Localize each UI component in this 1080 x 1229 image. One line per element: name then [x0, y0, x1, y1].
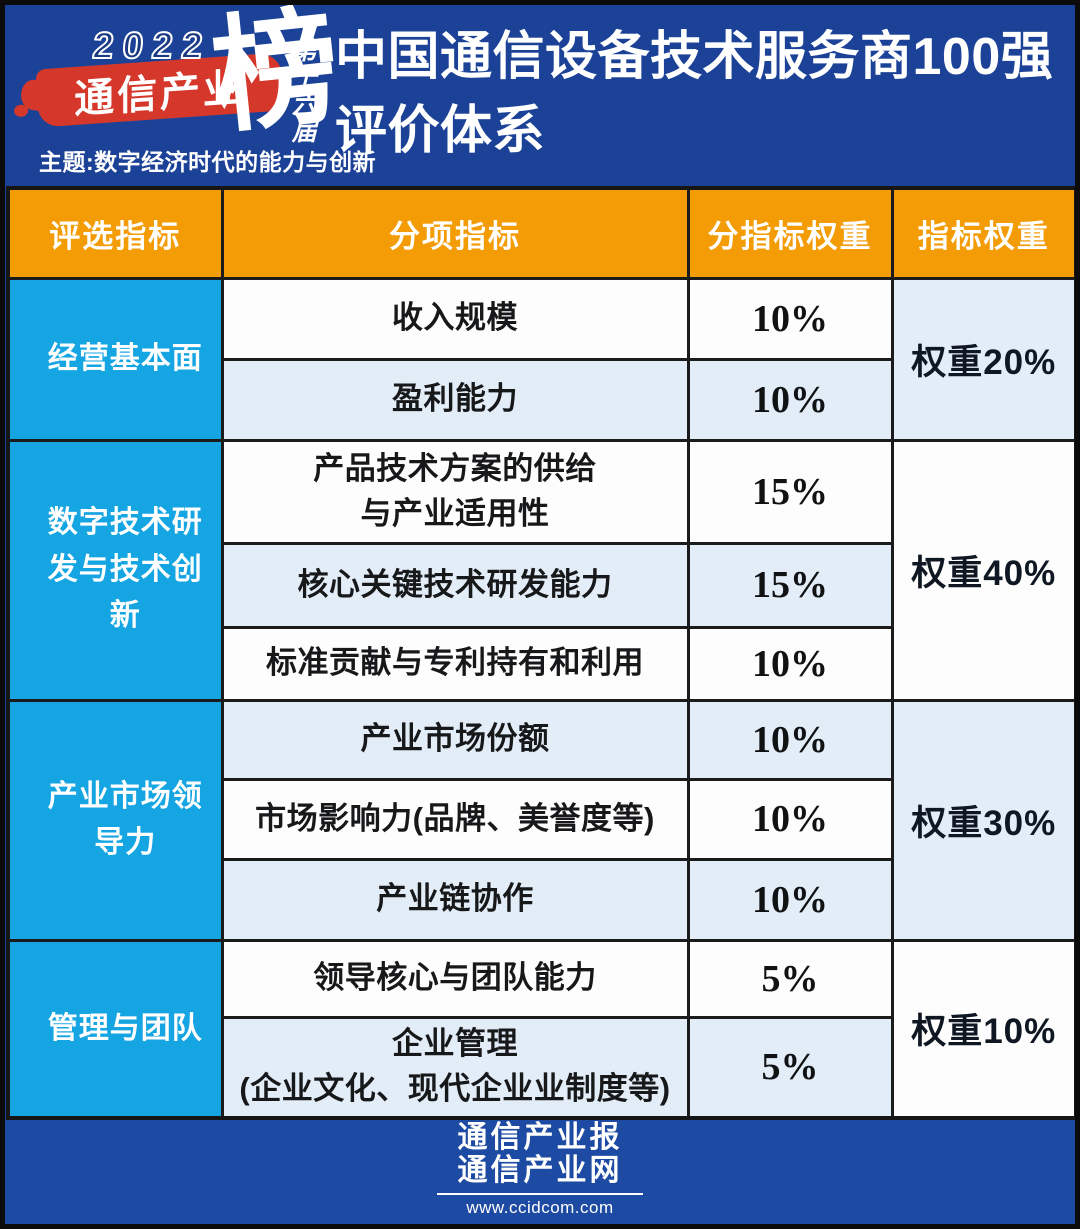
- group-label-cell: 管理与团队: [6, 938, 224, 1120]
- column-header-sub-weight: 分指标权重: [686, 186, 894, 280]
- sub-indicator-cell: 产业链协作: [220, 857, 690, 942]
- page-title-line1: 中国通信设备技术服务商100强: [335, 28, 1054, 86]
- logo-year: 2022: [90, 24, 215, 67]
- logo-theme: 主题:数字经济时代的能力与创新: [39, 149, 377, 175]
- footer-divider: [437, 1193, 643, 1195]
- total-weight-cell: 权重10%: [890, 938, 1075, 1120]
- table-row: 核心关键技术研发能力 15%: [8, 541, 1075, 629]
- sub-weight-cell: 10%: [686, 777, 894, 861]
- table-header-row: 评选指标 分项指标 分指标权重 指标权重: [6, 186, 1075, 280]
- page-title-line2: 评价体系: [335, 101, 546, 160]
- sub-indicator-cell: 产业市场份额: [220, 698, 690, 781]
- sub-weight-cell: 10%: [686, 857, 894, 942]
- column-header-criteria: 评选指标: [6, 186, 224, 280]
- group-label-cell: 产业市场领导力: [6, 698, 224, 942]
- table-row: 管理与团队 领导核心与团队能力 5% 权重10%: [6, 938, 1075, 1120]
- sub-weight-cell: 10%: [686, 625, 894, 702]
- sub-weight-cell: 15%: [686, 541, 894, 629]
- sub-indicator-cell: 企业管理 (企业文化、现代企业业制度等): [220, 1015, 690, 1120]
- footer: 通信产业报 通信产业网 www.ccidcom.com: [5, 1120, 1075, 1224]
- total-weight-cell: 权重40%: [890, 438, 1075, 702]
- table-row: 产业市场领导力 产业市场份额 10% 权重30%: [6, 698, 1075, 942]
- sub-indicator-cell: 产品技术方案的供给 与产业适用性: [220, 438, 690, 545]
- table-row: 数字技术研发与技术创新 产品技术方案的供给 与产业适用性 15% 权重40%: [6, 438, 1075, 702]
- sub-weight-cell: 15%: [686, 438, 894, 545]
- sub-weight-cell: 5%: [686, 1015, 894, 1120]
- footer-url: www.ccidcom.com: [466, 1198, 614, 1217]
- sub-indicator-cell: 标准贡献与专利持有和利用: [220, 625, 690, 702]
- column-header-total-weight: 指标权重: [890, 186, 1075, 280]
- group-label-cell: 数字技术研发与技术创新: [6, 438, 224, 702]
- table-row: 经营基本面 收入规模 10% 权重20%: [6, 276, 1075, 442]
- sub-indicator-cell: 领导核心与团队能力: [220, 938, 690, 1019]
- table-row: 盈利能力 10%: [8, 357, 1075, 442]
- evaluation-table: 评选指标 分项指标 分指标权重 指标权重 经营基本面 收入规模 10% 权重20…: [6, 186, 1075, 1120]
- group-label-cell: 经营基本面: [6, 276, 224, 442]
- sub-indicator-cell: 收入规模: [220, 276, 690, 361]
- table-row: 产业链协作 10%: [8, 857, 1075, 942]
- logo-bang-character: 榜: [206, 0, 346, 150]
- footer-media-newspaper: 通信产业报: [457, 1120, 623, 1154]
- table-row: 标准贡献与专利持有和利用 10%: [8, 625, 1075, 702]
- sub-indicator-cell: 核心关键技术研发能力: [220, 541, 690, 629]
- sub-indicator-cell: 盈利能力: [220, 357, 690, 442]
- column-header-sub-indicator: 分项指标: [220, 186, 690, 280]
- banner: 2022 通信产业 榜 第十六届 主题:数字经济时代的能力与创新 中国通信设备技…: [5, 5, 1075, 186]
- table-row: 市场影响力(品牌、美誉度等) 10%: [8, 777, 1075, 861]
- sub-weight-cell: 10%: [686, 276, 894, 361]
- total-weight-cell: 权重20%: [890, 276, 1075, 442]
- table-row: 企业管理 (企业文化、现代企业业制度等) 5%: [8, 1015, 1075, 1120]
- logo-edition: 第十六届: [288, 37, 317, 145]
- total-weight-cell: 权重30%: [890, 698, 1075, 942]
- page-title: 中国通信设备技术服务商100强 评价体系: [335, 21, 1067, 169]
- footer-media-website: 通信产业网: [457, 1154, 623, 1188]
- sub-indicator-cell: 市场影响力(品牌、美誉度等): [220, 777, 690, 861]
- sub-weight-cell: 10%: [686, 698, 894, 781]
- event-logo: 2022 通信产业 榜 第十六届 主题:数字经济时代的能力与创新: [27, 5, 376, 183]
- sub-weight-cell: 5%: [686, 938, 894, 1019]
- sub-weight-cell: 10%: [686, 357, 894, 442]
